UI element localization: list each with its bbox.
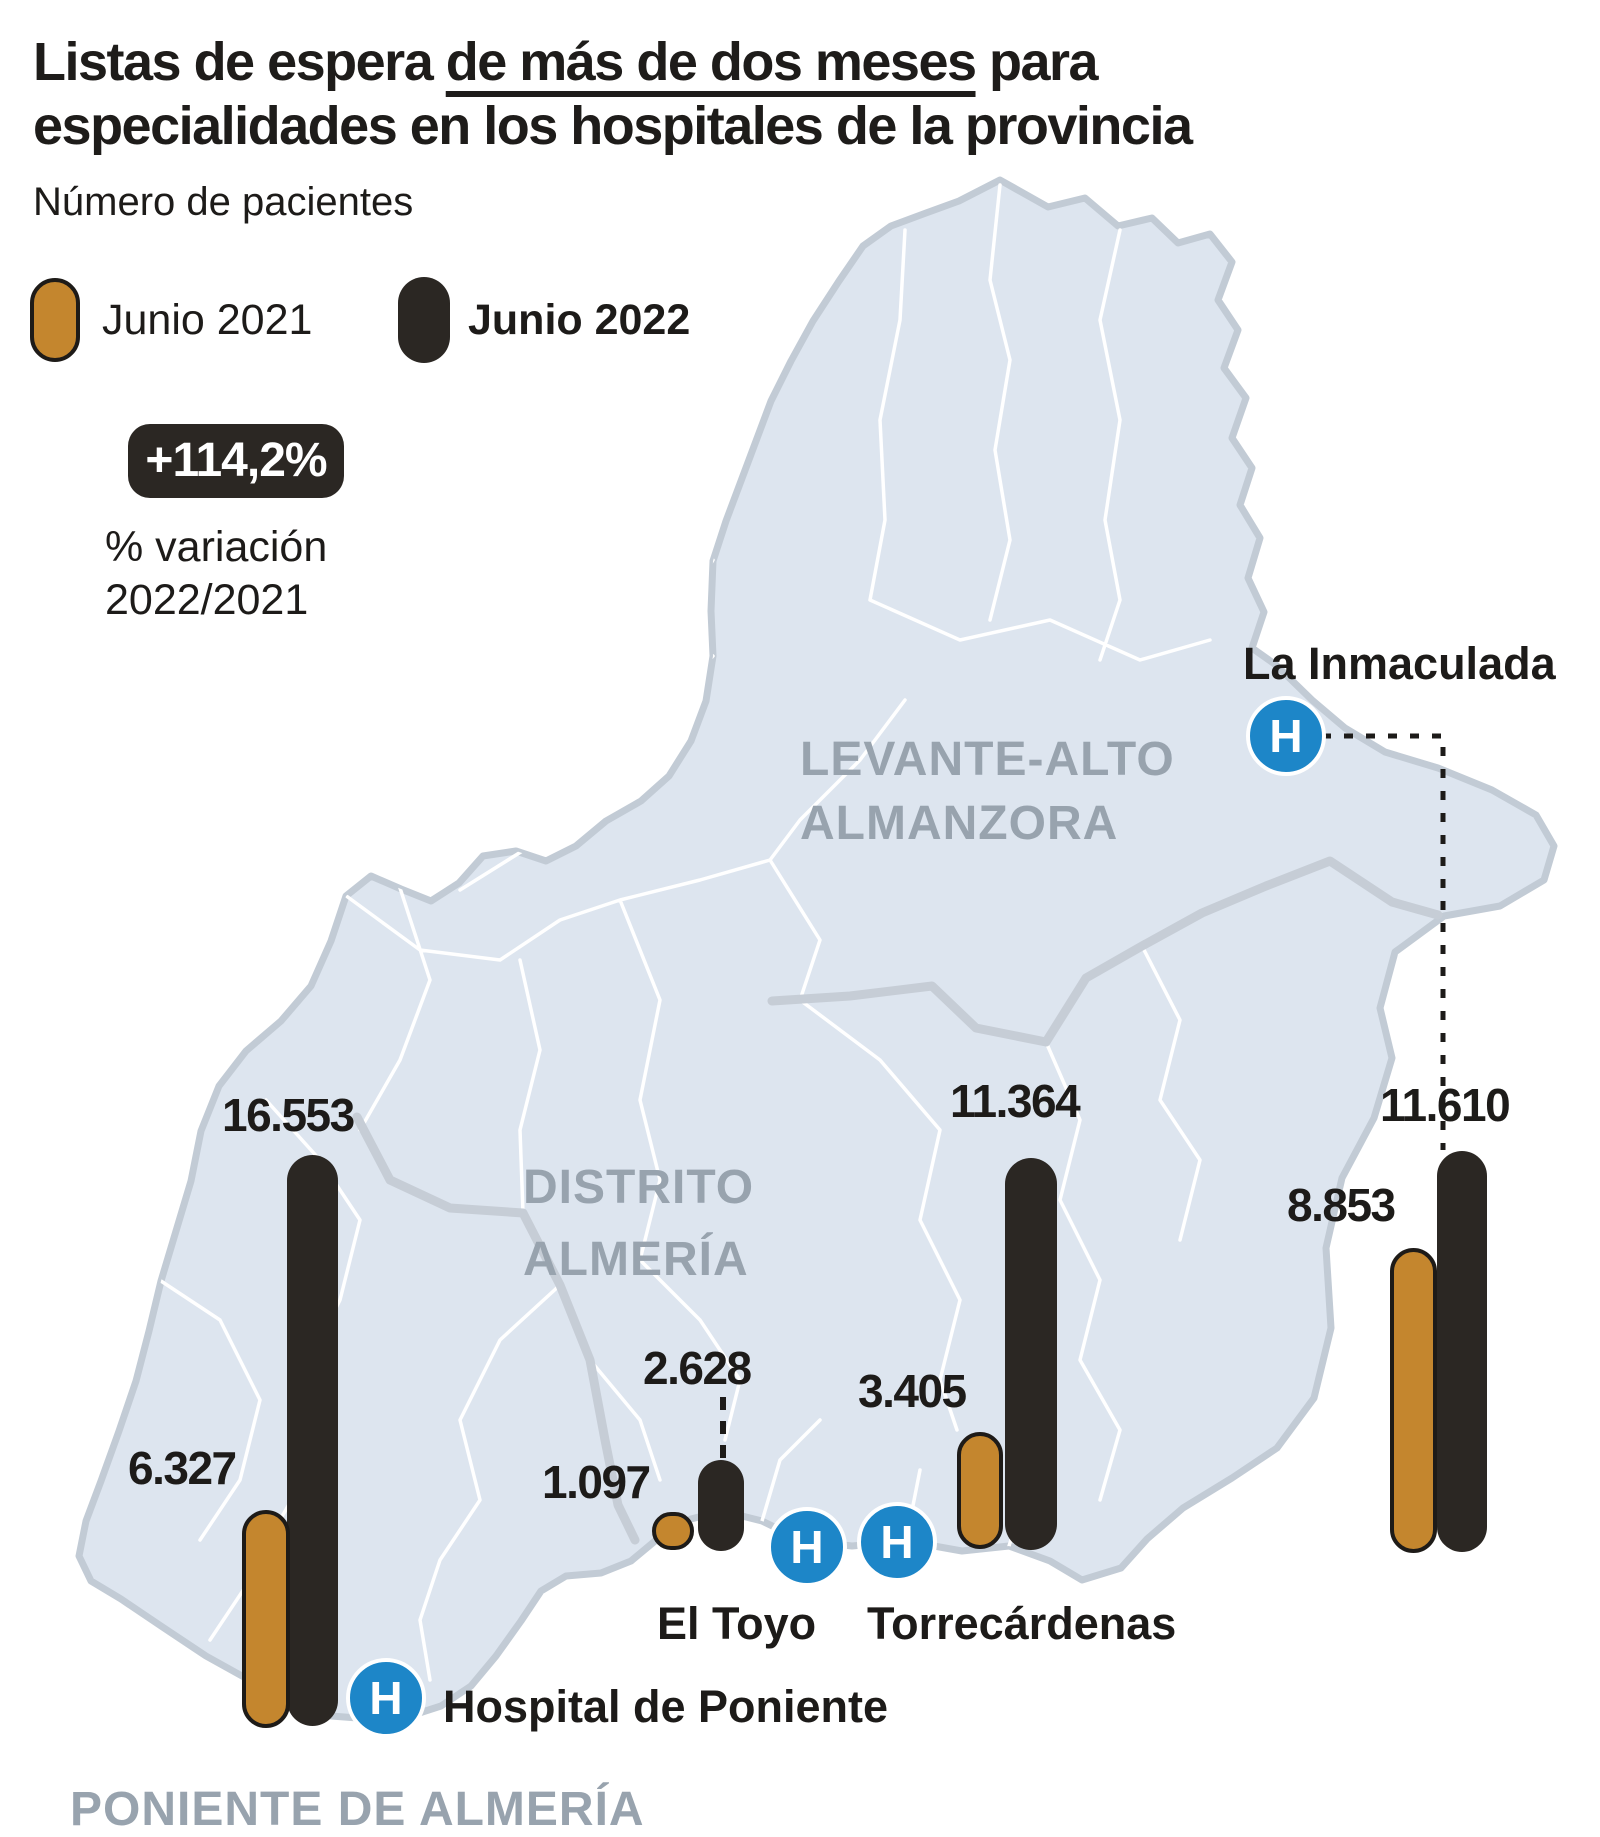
subtitle: Número de pacientes <box>33 180 414 224</box>
bar-poniente-2021 <box>242 1510 290 1728</box>
variation-badge: +114,2% <box>128 424 344 498</box>
bar-torrecardenas-2022 <box>1005 1158 1057 1550</box>
region-levante-line1: LEVANTE-ALTO <box>800 733 1175 786</box>
region-distrito-line2: ALMERÍA <box>523 1233 749 1286</box>
bar-la-inmaculada-2021 <box>1390 1248 1437 1553</box>
legend-swatch-junio-2021 <box>30 278 80 362</box>
hospital-label-poniente: Hospital de Poniente <box>443 1681 889 1732</box>
region-levante-line2: ALMANZORA <box>800 797 1119 850</box>
value-torrecardenas-2022: 11.364 <box>950 1075 1081 1127</box>
value-la-inmaculada-2022: 11.610 <box>1380 1079 1511 1131</box>
bar-torrecardenas-2021 <box>957 1432 1003 1549</box>
hospital-marker-poniente: H <box>346 1658 426 1738</box>
variation-caption-line2: 2022/2021 <box>105 576 309 624</box>
page-title: Listas de espera de más de dos meses par… <box>33 30 1373 158</box>
value-poniente-2021: 6.327 <box>128 1442 237 1494</box>
connector-la-inmaculada <box>1322 733 1446 1150</box>
bar-la-inmaculada-2022 <box>1437 1151 1487 1552</box>
legend-label-junio-2022: Junio 2022 <box>468 296 691 344</box>
district-borders <box>352 856 1443 1545</box>
bar-el-toyo-2021 <box>652 1512 694 1550</box>
variation-caption: % variación 2022/2021 <box>105 521 327 627</box>
region-label-distrito-almeria: DISTRITO ALMERÍA <box>523 1152 754 1296</box>
hospital-marker-icon: H <box>369 1672 403 1724</box>
hospital-label-el-toyo: El Toyo <box>657 1598 817 1649</box>
hospital-marker-icon: H <box>880 1516 914 1568</box>
legend-label-junio-2021: Junio 2021 <box>102 296 313 344</box>
hospital-marker-torrecardenas: H <box>857 1502 937 1582</box>
variation-caption-line1: % variación <box>105 523 328 571</box>
title-line2: especialidades en los hospitales de la p… <box>33 96 1193 156</box>
title-post: para <box>975 32 1099 92</box>
bar-poniente-2022 <box>287 1155 338 1726</box>
region-distrito-line1: DISTRITO <box>523 1161 755 1214</box>
title-pre: Listas de espera <box>33 32 446 92</box>
hospital-marker-icon: H <box>790 1521 824 1573</box>
hospital-marker-la-inmaculada: H <box>1246 696 1326 776</box>
value-el-toyo-2021: 1.097 <box>542 1456 651 1508</box>
value-el-toyo-2022: 2.628 <box>643 1342 752 1394</box>
title-underlined: de más de dos meses <box>445 32 977 92</box>
hospital-marker-icon: H <box>1269 710 1303 762</box>
hospital-label-la-inmaculada: La Inmaculada <box>1243 638 1556 689</box>
value-la-inmaculada-2021: 8.853 <box>1287 1179 1396 1231</box>
hospital-marker-el-toyo: H <box>767 1507 847 1587</box>
value-torrecardenas-2021: 3.405 <box>858 1365 967 1417</box>
value-poniente-2022: 16.553 <box>222 1089 355 1141</box>
bar-el-toyo-2022 <box>698 1460 744 1551</box>
region-label-poniente-de-almeria: PONIENTE DE ALMERÍA <box>70 1783 645 1836</box>
legend-swatch-junio-2022 <box>398 277 450 363</box>
hospital-label-torrecardenas: Torrecárdenas <box>867 1598 1177 1649</box>
region-label-levante-alto-almanzora: LEVANTE-ALTO ALMANZORA <box>800 728 1175 856</box>
